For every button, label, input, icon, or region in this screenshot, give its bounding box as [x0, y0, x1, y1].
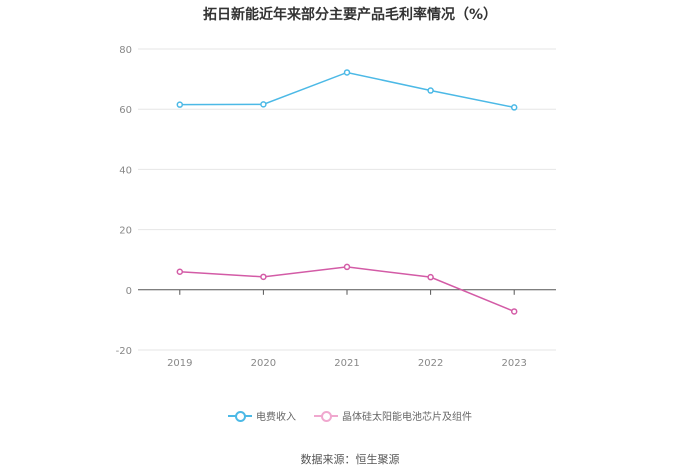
data-point-0-3 [427, 87, 434, 94]
data-point-1-4 [510, 308, 518, 315]
y-tick-label: 60 [119, 105, 132, 116]
legend-item-electricity[interactable]: 电费收入 [228, 408, 296, 423]
legend-swatch-electricity [228, 410, 252, 422]
data-point-1-3 [427, 273, 434, 281]
chart-title: 拓日新能近年来部分主要产品毛利率情况（%） [202, 7, 498, 23]
series-line-0 [179, 71, 515, 109]
x-tick-label: 2019 [167, 358, 192, 369]
data-point-1-2 [343, 263, 351, 271]
legend-label-electricity: 电费收入 [256, 412, 296, 423]
y-tick-label: 80 [119, 45, 132, 56]
x-tick-label: 2023 [501, 358, 526, 369]
data-point-0-0 [176, 101, 184, 108]
legend: 电费收入 晶体硅太阳能电池芯片及组件 [0, 408, 700, 423]
x-tick-label: 2020 [251, 358, 276, 369]
y-tick-label: 0 [126, 286, 132, 297]
data-point-1-0 [176, 268, 184, 275]
legend-item-solar-cells[interactable]: 晶体硅太阳能电池芯片及组件 [314, 408, 472, 423]
data-point-0-4 [510, 104, 518, 111]
legend-swatch-solar-cells [314, 410, 338, 422]
y-tick-label: -20 [116, 346, 132, 357]
data-point-1-1 [260, 273, 267, 281]
x-tick-label: 2022 [418, 358, 443, 369]
legend-label-solar-cells: 晶体硅太阳能电池芯片及组件 [342, 412, 472, 423]
data-point-0-2 [343, 69, 351, 76]
series-line-1 [179, 266, 515, 313]
data-source: 数据来源：恒生聚源 [300, 453, 400, 466]
data-point-0-1 [260, 101, 267, 108]
y-tick-label: 20 [119, 226, 132, 237]
x-tick-label: 2021 [334, 358, 359, 369]
y-tick-label: 40 [119, 165, 132, 176]
